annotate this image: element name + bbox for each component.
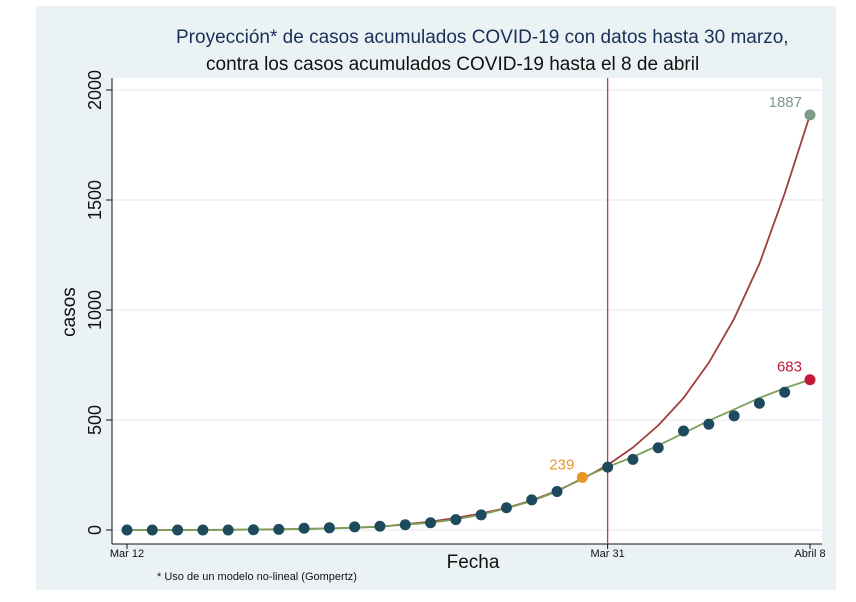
data-point	[703, 418, 715, 430]
data-point	[197, 524, 209, 536]
data-point	[121, 524, 133, 536]
data-point	[753, 397, 765, 409]
y-tick-label: 0	[85, 525, 105, 535]
chart-subtitle: contra los casos acumulados COVID-19 has…	[206, 54, 700, 75]
data-point	[298, 522, 310, 534]
data-point	[450, 514, 462, 526]
x-tick-label: Mar 31	[591, 548, 625, 560]
data-point	[475, 509, 487, 521]
data-point	[425, 517, 437, 529]
annotation-marker	[804, 109, 816, 121]
y-axis-title: casos	[59, 287, 80, 337]
data-point	[374, 520, 386, 532]
data-point	[399, 519, 411, 531]
annotation-marker	[576, 471, 588, 483]
y-tick-label: 2000	[85, 70, 105, 110]
data-point	[323, 522, 335, 534]
data-point	[627, 453, 639, 465]
data-point	[678, 425, 690, 437]
x-axis-title: Fecha	[447, 552, 500, 573]
data-point	[551, 486, 563, 497]
data-point	[728, 410, 740, 422]
annotation-marker	[804, 374, 816, 386]
plot-area	[112, 78, 822, 544]
y-tick-label: 1000	[85, 290, 105, 330]
x-tick-label: Mar 12	[110, 548, 144, 560]
data-point	[652, 442, 664, 454]
annotation-label: 239	[549, 456, 574, 473]
annotation-label: 683	[777, 359, 802, 376]
data-point	[222, 524, 234, 536]
data-point	[273, 523, 285, 535]
data-point	[247, 524, 259, 536]
chart-title: Proyección* de casos acumulados COVID-19…	[176, 27, 789, 48]
data-point	[172, 524, 184, 536]
x-tick-label: Abril 8	[794, 548, 825, 560]
data-point	[779, 386, 791, 398]
data-point	[602, 461, 614, 473]
data-point	[500, 502, 512, 514]
annotation-label: 1887	[769, 94, 802, 111]
footnote: * Uso de un modelo no-lineal (Gompertz)	[157, 571, 357, 583]
y-tick-label: 1500	[85, 180, 105, 220]
data-point	[526, 494, 538, 506]
data-point	[349, 521, 361, 533]
y-tick-label: 500	[85, 405, 105, 435]
data-point	[146, 524, 158, 536]
